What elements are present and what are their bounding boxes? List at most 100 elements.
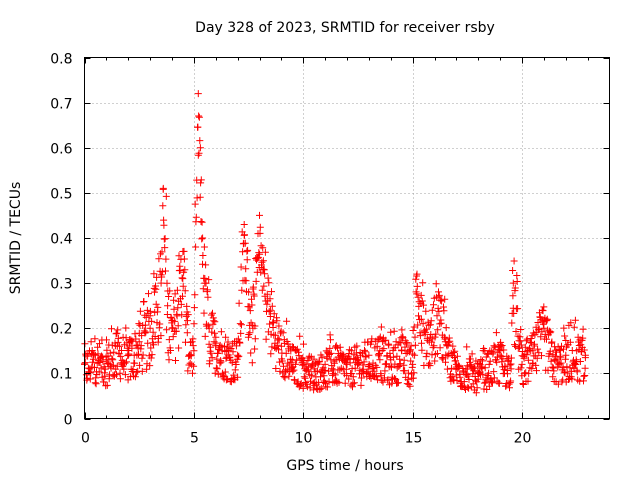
data-point [472,389,480,397]
data-point [91,335,99,343]
data-point [485,382,493,390]
data-point [410,369,418,377]
data-point [373,363,381,371]
data-point [336,343,344,351]
data-point [261,270,269,278]
x-tick-label: 20 [514,431,532,447]
data-point [169,324,177,332]
data-point [388,363,395,371]
data-point [405,380,413,388]
data-point [103,346,111,354]
data-point [317,373,324,381]
data-point [282,349,290,357]
data-point [330,359,338,367]
data-point [347,347,355,355]
data-point [229,348,237,356]
data-point [243,247,251,255]
data-point [562,351,570,359]
data-point [387,328,395,336]
data-point [211,318,219,326]
data-point [250,292,258,300]
data-point [509,292,517,300]
data-point [268,288,275,296]
data-point [189,335,197,343]
data-point [267,350,275,358]
data-point [491,343,499,351]
data-point [411,351,419,359]
data-point [510,257,518,265]
data-point [456,373,464,381]
data-point [354,356,362,364]
data-point [404,376,412,384]
data-point [512,328,520,335]
data-point [579,325,587,333]
data-point [434,326,442,334]
data-point [211,329,218,337]
data-point [573,347,581,355]
data-point [374,376,382,384]
data-point [261,248,269,256]
data-point [579,334,587,342]
data-point [418,297,426,305]
data-point [159,184,167,192]
data-point [184,311,192,319]
data-point [538,352,545,360]
data-point [346,359,354,367]
data-point [155,255,163,263]
data-point [238,286,246,294]
data-point [438,297,446,305]
data-point [263,300,271,308]
data-point [485,369,493,377]
x-tick-label: 10 [295,431,313,447]
data-point [441,338,449,346]
data-point [407,357,415,365]
data-point [524,377,532,385]
data-point [281,374,289,382]
data-point [183,329,191,337]
data-point [539,307,547,315]
data-point [350,379,358,387]
data-point [121,371,129,379]
data-point [190,320,198,328]
data-point [508,319,516,327]
data-point [382,336,390,344]
data-point [513,278,521,285]
data-point [147,354,155,362]
data-point [422,353,430,361]
data-point [122,324,130,332]
data-point [186,359,194,367]
data-point [190,362,198,370]
data-point [202,261,210,269]
data-point [278,357,286,365]
data-point [189,342,197,350]
data-point [265,279,273,287]
data-point [260,282,268,290]
data-point [473,384,481,392]
data-point [448,364,456,372]
data-point [563,363,571,371]
data-point [191,291,199,299]
data-point [171,290,179,298]
data-point [293,345,301,353]
data-point [442,358,449,366]
data-point [401,367,409,375]
data-point [243,256,251,264]
data-point [372,373,380,381]
data-point [205,324,213,332]
data-point [158,273,166,281]
data-point [165,293,173,300]
data-point [192,213,200,221]
data-point [259,257,267,265]
data-point [89,358,97,366]
data-point [290,366,298,374]
data-point [297,380,305,388]
data-point [121,359,129,367]
data-point [557,353,565,361]
data-point [101,365,109,373]
data-point [181,287,189,295]
data-point [123,358,130,366]
data-point [251,335,259,343]
data-point [138,367,146,375]
data-point [349,373,357,381]
data-point [509,279,517,287]
